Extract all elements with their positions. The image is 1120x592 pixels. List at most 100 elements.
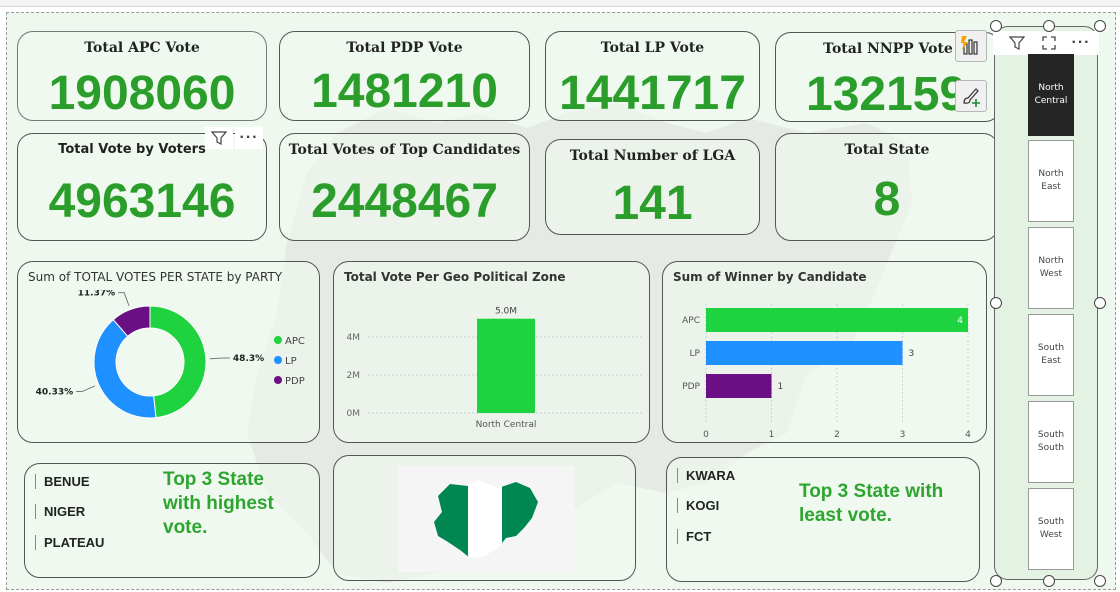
winner-bar-chart: 0 1 2 3 4 APC 4 LP 3 PDP 1: [682, 304, 971, 440]
resize-handle-mr[interactable]: [1094, 297, 1106, 309]
legend-label-pdp: PDP: [285, 376, 305, 387]
slicer-item-south-east-line1: South: [1037, 343, 1065, 353]
top-state-item-3[interactable]: PLATEAU: [35, 535, 104, 550]
least-states-card[interactable]: KWARA KOGI FCT Top 3 State with least vo…: [666, 457, 980, 582]
winner-x-tick-label: 4: [965, 430, 971, 440]
kpi-value-top-candidates: 2448467: [311, 175, 498, 228]
resize-handle-tc[interactable]: [1043, 20, 1055, 32]
slicer-item-north-west-line1: North: [1038, 256, 1064, 266]
least-state-item-2[interactable]: KOGI: [677, 498, 719, 513]
slicer-item-north-central[interactable]: North Central: [1028, 54, 1074, 136]
resize-handle-bc[interactable]: [1043, 575, 1055, 587]
donut-chart-card[interactable]: Sum of TOTAL VOTES PER STATE by PARTY 48…: [17, 261, 320, 443]
slicer-item-south-east-line2: East: [1041, 356, 1061, 366]
slicer-item-south-west-line2: West: [1039, 530, 1063, 540]
least-states-note-line-1: Top 3 State with: [799, 481, 944, 502]
winner-chart-card[interactable]: Sum of Winner by Candidate 0 1 2 3 4 APC 4 LP 3 P…: [662, 261, 987, 443]
zone-y-tick-label: 0M: [347, 409, 361, 419]
kpi-value-lp: 1441717: [559, 67, 746, 120]
kpi-title-top-candidates: Total Votes of Top Candidates: [288, 142, 521, 158]
zone-y-tick-label: 2M: [347, 371, 361, 381]
top-states-note-line-2: with highest: [163, 493, 274, 514]
zone-bar-chart: 0M 2M 4M 5.0M North Central: [347, 307, 644, 430]
kpi-card-top-candidates[interactable]: Total Votes of Top Candidates 2448467: [279, 133, 530, 241]
kpi-card-voters[interactable]: Total Vote by Voters 4963146: [17, 133, 267, 241]
kpi-card-state[interactable]: Total State 8: [775, 133, 999, 241]
kpi-value-apc: 1908060: [48, 67, 236, 120]
zone-data-label: 5.0M: [495, 307, 517, 317]
kpi-card-lp[interactable]: Total LP Vote 1441717: [545, 31, 760, 121]
top-state-item-2[interactable]: NIGER: [35, 504, 85, 519]
kpi-title-lga: Total Number of LGA: [569, 148, 736, 164]
more-options-icon[interactable]: ···: [235, 127, 263, 149]
slicer-item-south-south-line1: South: [1037, 430, 1065, 440]
donut-data-label: 48.3%: [233, 354, 264, 364]
slicer-item-north-central-line2: Central: [1034, 96, 1068, 106]
legend-marker-apc: [274, 336, 282, 344]
top-strip: [0, 0, 1120, 7]
resize-handle-tr[interactable]: [1094, 20, 1106, 32]
top-states-note: Top 3 State with highest vote.: [163, 468, 274, 540]
slicer-item-south-west-line1: South: [1037, 517, 1065, 527]
focus-mode-icon[interactable]: [1035, 32, 1063, 54]
winner-data-label: 3: [909, 349, 915, 359]
slicer-item-north-west-line2: West: [1039, 269, 1063, 279]
winner-bar-apc: [706, 308, 968, 332]
kpi-title-state: Total State: [844, 142, 930, 158]
donut-data-label: 11.37%: [78, 290, 116, 299]
least-state-item-1[interactable]: KWARA: [677, 468, 735, 483]
resize-handle-tl[interactable]: [990, 20, 1002, 32]
resize-handle-ml[interactable]: [990, 297, 1002, 309]
donut-slice-apc: [149, 305, 207, 419]
format-paintbrush-icon[interactable]: [955, 80, 987, 112]
legend-marker-lp: [274, 356, 282, 364]
donut-slice-lp: [93, 318, 157, 419]
kpi-title-lp: Total LP Vote: [600, 40, 705, 56]
flag-map-card[interactable]: [333, 455, 636, 581]
slicer-item-north-central-line1: North: [1038, 83, 1064, 93]
slicer-item-north-west[interactable]: North West: [1028, 227, 1074, 309]
report-canvas: Total APC Vote 1908060 Total PDP Vote 14…: [6, 12, 1116, 590]
region-slicer[interactable]: ··· North Central North East North West Sou…: [993, 26, 1099, 580]
resize-handle-bl[interactable]: [990, 575, 1002, 587]
slicer-more-options-icon[interactable]: ···: [1067, 32, 1095, 54]
kpi-title-pdp: Total PDP Vote: [346, 40, 463, 56]
filter-icon[interactable]: [205, 127, 233, 149]
top-states-card[interactable]: BENUE NIGER PLATEAU Top 3 State with hig…: [24, 463, 320, 578]
slicer-item-south-south-line2: South: [1037, 443, 1065, 453]
winner-y-tick-label: APC: [682, 316, 700, 326]
kpi-title-nnpp: Total NNPP Vote: [823, 41, 953, 57]
slicer-item-north-east[interactable]: North East: [1028, 140, 1074, 222]
slicer-item-south-south[interactable]: South South: [1028, 401, 1074, 483]
kpi-value-nnpp: 132159: [806, 68, 967, 121]
kpi-title-voters: Total Vote by Voters: [58, 142, 206, 157]
slicer-filter-icon[interactable]: [1003, 32, 1031, 54]
legend-marker-pdp: [274, 376, 282, 384]
winner-data-label: 4: [957, 316, 963, 326]
visualizations-icon[interactable]: [955, 30, 987, 62]
kpi-card-pdp[interactable]: Total PDP Vote 1481210: [279, 31, 530, 121]
slicer-item-south-west[interactable]: South West: [1028, 488, 1074, 570]
zone-chart-card[interactable]: Total Vote Per Geo Political Zone 0M 2M 4M…: [333, 261, 650, 443]
top-state-item-1[interactable]: BENUE: [35, 474, 90, 489]
winner-bar-lp: [706, 341, 903, 365]
kpi-value-voters: 4963146: [48, 175, 236, 228]
kpi-value-pdp: 1481210: [311, 65, 498, 118]
zone-x-tick-label: North Central: [476, 420, 537, 430]
least-state-item-3[interactable]: FCT: [677, 529, 711, 544]
winner-chart-title: Sum of Winner by Candidate: [673, 270, 867, 284]
top-states-note-line-3: vote.: [163, 517, 208, 538]
donut-chart-title: Sum of TOTAL VOTES PER STATE by PARTY: [28, 270, 283, 284]
winner-x-tick-label: 3: [900, 430, 906, 440]
donut-chart: 48.3% 40.33% 11.37% APC LP PDP: [36, 290, 305, 419]
donut-slice-pdp: [112, 305, 151, 338]
nigeria-flag-map-icon: [434, 480, 538, 558]
kpi-card-lga[interactable]: Total Number of LGA 141: [545, 139, 760, 235]
donut-data-label: 40.33%: [36, 388, 74, 398]
kpi-value-lga: 141: [612, 177, 693, 230]
slicer-item-south-east[interactable]: South East: [1028, 314, 1074, 396]
resize-handle-br[interactable]: [1094, 575, 1106, 587]
least-states-note-line-2: least vote.: [799, 505, 892, 526]
winner-y-tick-label: PDP: [682, 382, 700, 392]
kpi-card-apc[interactable]: Total APC Vote 1908060: [17, 31, 267, 121]
